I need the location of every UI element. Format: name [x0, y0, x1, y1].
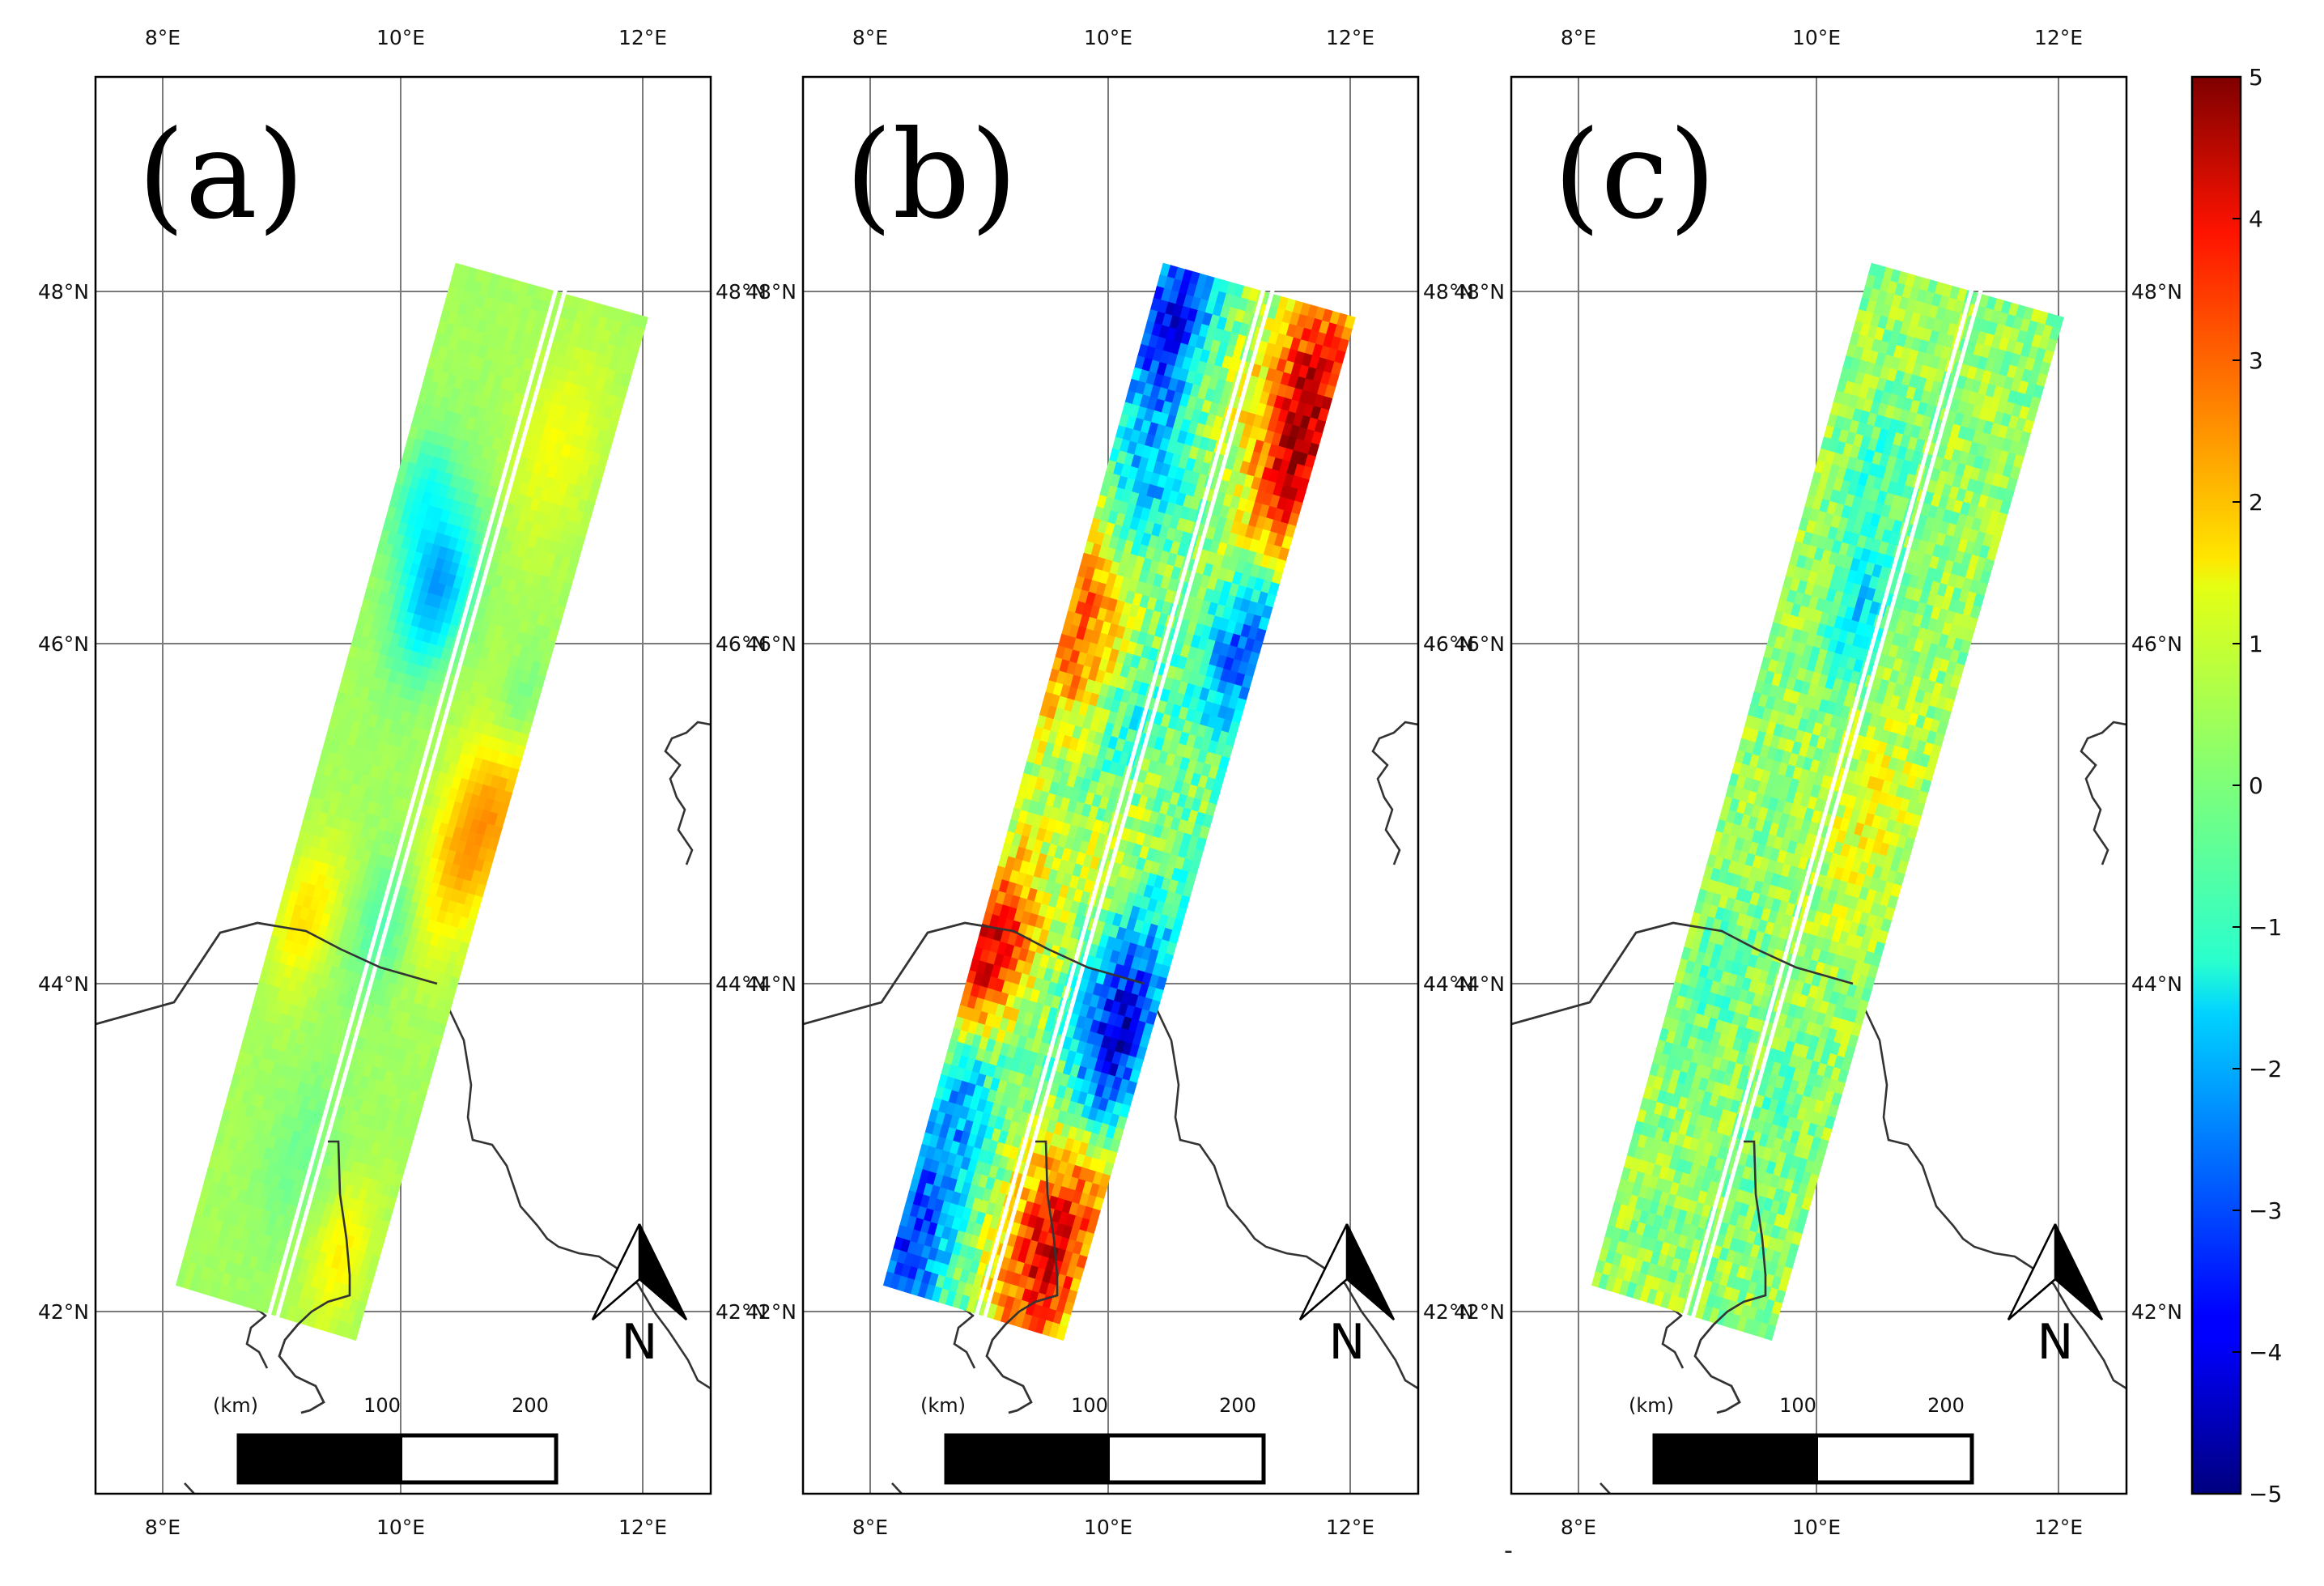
lat-tick-label-left: 44°N: [38, 972, 89, 996]
lon-tick-label-bottom: 10°E: [376, 1516, 425, 1539]
swath-raster: [883, 263, 1355, 1341]
lon-tick-label-bottom: 8°E: [852, 1516, 888, 1539]
lon-tick-label-bottom: 10°E: [1084, 1516, 1132, 1539]
lon-tick-label-bottom: 8°E: [1561, 1516, 1596, 1539]
lon-tick-label-bottom: 12°E: [1326, 1516, 1374, 1539]
colorbar-tick-label: −4: [2249, 1339, 2282, 1366]
colorbar-tick-label: 4: [2249, 206, 2263, 232]
scale-end-label: 200: [512, 1394, 549, 1417]
scale-bar: (km) 100 200: [213, 1394, 556, 1482]
lat-tick-label-left: 42°N: [746, 1300, 797, 1324]
scale-end-label: 200: [1927, 1394, 1965, 1417]
lat-tick-label-left: 46°N: [38, 632, 89, 656]
scale-segment-white: [1818, 1435, 1972, 1482]
scale-bar: (km) 100 200: [920, 1394, 1264, 1482]
panel-label: (c): [1553, 105, 1716, 246]
map-panel-c: 8°E 8°E 10°E 10°E 12°E 12°E 48°N 48°N 46°N 46°N 44…: [1454, 26, 2182, 1539]
colorbar-tick-label: 1: [2249, 631, 2263, 657]
scale-segment-black: [1655, 1435, 1818, 1482]
lat-tick-label-left: 48°N: [38, 280, 89, 304]
lat-tick-label-right: 48°N: [2131, 280, 2182, 304]
lat-tick-label-right: 42°N: [2131, 1300, 2182, 1324]
lon-tick-label-top: 10°E: [1792, 26, 1841, 49]
scale-mid-label: 100: [363, 1394, 401, 1417]
lon-tick-label-top: 8°E: [1561, 26, 1596, 49]
scale-bar: (km) 100 200: [1629, 1394, 1972, 1482]
scale-unit-label: (km): [1629, 1394, 1674, 1417]
scale-mid-label: 100: [1071, 1394, 1108, 1417]
lon-tick-label-top: 8°E: [852, 26, 888, 49]
lon-tick-label-bottom: 12°E: [618, 1516, 667, 1539]
colorbar-tick-label: −3: [2249, 1197, 2282, 1224]
colorbar-tick-label: 2: [2249, 489, 2263, 516]
lat-tick-label-right: 46°N: [2131, 632, 2182, 656]
north-label: N: [622, 1314, 658, 1371]
north-arrow-icon: [2008, 1224, 2102, 1320]
scale-unit-label: (km): [213, 1394, 258, 1417]
swath-raster: [176, 263, 648, 1341]
scale-segment-black: [239, 1435, 402, 1482]
lat-tick-label-left: 42°N: [1454, 1300, 1505, 1324]
north-arrow-icon: [593, 1224, 686, 1320]
lon-tick-label-top: 10°E: [1084, 26, 1132, 49]
north-arrow-icon: [1300, 1224, 1394, 1320]
scale-unit-label: (km): [920, 1394, 966, 1417]
lon-tick-label-top: 12°E: [2034, 26, 2083, 49]
lon-tick-label-bottom: 8°E: [145, 1516, 181, 1539]
coastline-south: [185, 1483, 194, 1494]
colorbar: 5 4 3 2 1 0 −1 −2 −3 −4 −5: [2192, 64, 2282, 1507]
colorbar-tick-label: −2: [2249, 1056, 2282, 1082]
lon-tick-label-top: 10°E: [376, 26, 425, 49]
colorbar-tick-label: −1: [2249, 914, 2282, 941]
colorbar-tick-label: −5: [2249, 1481, 2282, 1507]
lat-tick-label-left: 48°N: [1454, 280, 1505, 304]
lat-tick-label-right: 44°N: [2131, 972, 2182, 996]
north-label: N: [1329, 1314, 1366, 1371]
coastline-south: [892, 1483, 902, 1494]
north-label: N: [2037, 1314, 2074, 1371]
lat-tick-label-left: 42°N: [38, 1300, 89, 1324]
panel-label: (a): [138, 105, 304, 246]
panel-label: (b): [845, 105, 1018, 246]
scale-end-label: 200: [1219, 1394, 1256, 1417]
coastline-east: [1373, 722, 1418, 865]
lat-tick-label-left: 48°N: [746, 280, 797, 304]
footer-mark: -: [1504, 1537, 1513, 1565]
lat-tick-label-left: 44°N: [746, 972, 797, 996]
lon-tick-label-bottom: 10°E: [1792, 1516, 1841, 1539]
swath-raster: [1591, 263, 2063, 1341]
scale-segment-black: [946, 1435, 1110, 1482]
lat-tick-label-left: 44°N: [1454, 972, 1505, 996]
scale-segment-white: [1110, 1435, 1264, 1482]
lon-tick-label-bottom: 12°E: [2034, 1516, 2083, 1539]
lat-tick-label-left: 46°N: [1454, 632, 1505, 656]
lon-tick-label-top: 12°E: [1326, 26, 1374, 49]
colorbar-tick-label: 0: [2249, 772, 2263, 799]
lon-tick-label-top: 8°E: [145, 26, 181, 49]
scale-segment-white: [402, 1435, 556, 1482]
lat-tick-label-left: 46°N: [746, 632, 797, 656]
colorbar-tick-label: 5: [2249, 64, 2263, 91]
coastline-east: [2081, 722, 2126, 865]
scale-mid-label: 100: [1779, 1394, 1816, 1417]
colorbar-tick-label: 3: [2249, 347, 2263, 374]
lon-tick-label-top: 12°E: [618, 26, 667, 49]
coastline-east: [665, 722, 711, 865]
coastline-south: [1600, 1483, 1610, 1494]
